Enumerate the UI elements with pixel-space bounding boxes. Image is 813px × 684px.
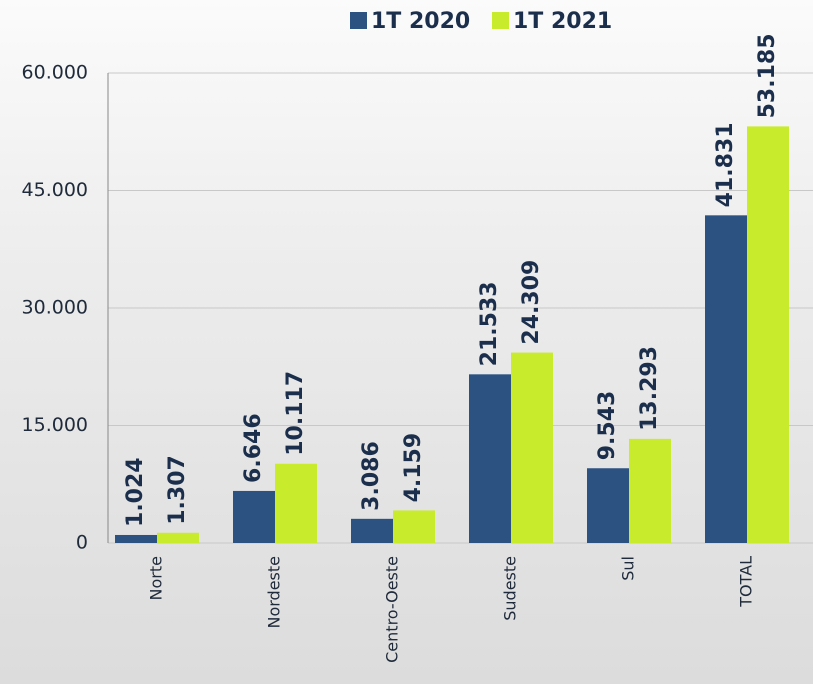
value-label: 1.024	[123, 457, 148, 527]
bar	[351, 519, 393, 543]
value-label: 1.307	[165, 455, 190, 525]
value-label: 13.293	[637, 346, 662, 431]
value-label: 24.309	[519, 260, 544, 345]
bar	[705, 215, 747, 543]
background	[0, 0, 813, 684]
x-tick-label: TOTAL	[737, 556, 756, 608]
bar	[393, 510, 435, 543]
bar	[469, 374, 511, 543]
value-label: 9.543	[595, 391, 620, 461]
bar	[275, 464, 317, 543]
x-tick-label: Sudeste	[501, 556, 520, 621]
value-label: 6.646	[241, 413, 266, 483]
value-label: 10.117	[283, 371, 308, 456]
value-label: 3.086	[359, 441, 384, 511]
x-tick-label: Sul	[619, 556, 638, 581]
value-label: 4.159	[401, 433, 426, 503]
x-tick-label: Nordeste	[265, 556, 284, 629]
bar	[233, 491, 275, 543]
bar	[747, 126, 789, 543]
legend-swatch	[492, 12, 509, 29]
legend-label: 1T 2020	[371, 9, 470, 34]
value-label: 21.533	[477, 281, 502, 366]
bar	[157, 533, 199, 543]
y-tick-label: 30.000	[22, 297, 88, 319]
y-tick-label: 0	[76, 532, 88, 554]
x-tick-label: Centro-Oeste	[383, 556, 402, 663]
legend-label: 1T 2021	[513, 9, 612, 34]
bar	[629, 439, 671, 543]
bar	[511, 353, 553, 543]
y-tick-label: 15.000	[22, 414, 88, 436]
chart: 0 15.000 30.000 45.000 60.000 1T 2020 1T 2021 N…	[0, 0, 813, 684]
legend-swatch	[350, 12, 367, 29]
x-tick-label: Norte	[147, 556, 166, 600]
value-label: 41.831	[713, 122, 738, 207]
bar	[587, 468, 629, 543]
value-label: 53.185	[755, 33, 780, 118]
y-tick-label: 45.000	[22, 179, 88, 201]
bar	[115, 535, 157, 543]
y-tick-label: 60.000	[22, 62, 88, 84]
